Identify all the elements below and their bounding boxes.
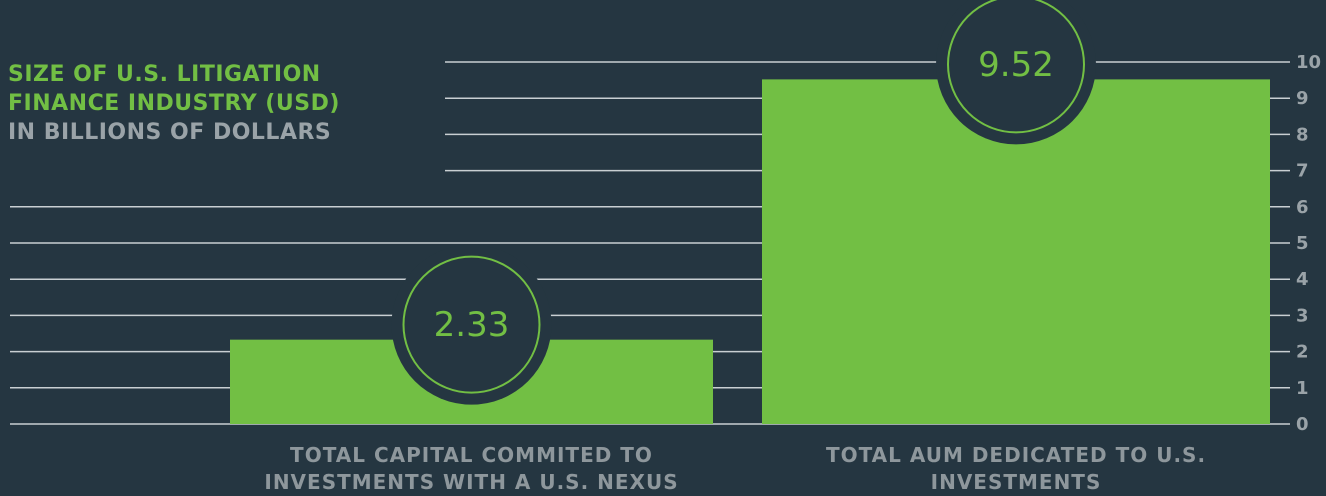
y-tick-label: 7	[1296, 161, 1309, 182]
y-tick-label: 0	[1296, 414, 1309, 435]
value-badge	[947, 0, 1085, 134]
title-block: SIZE OF U.S. LITIGATION FINANCE INDUSTRY…	[8, 60, 398, 147]
y-tick-label: 9	[1296, 88, 1309, 109]
x-tick-label: TOTAL AUM DEDICATED TO U.S. INVESTMENTS	[825, 443, 1207, 494]
chart-title: SIZE OF U.S. LITIGATION FINANCE INDUSTRY…	[8, 62, 340, 116]
value-badge-ring	[936, 0, 1096, 145]
y-tick-label: 2	[1296, 342, 1309, 363]
value-badge	[402, 255, 541, 394]
value-badge-ring	[391, 244, 552, 405]
y-tick-label: 5	[1296, 233, 1309, 254]
y-tick-label: 4	[1296, 269, 1309, 290]
y-tick-label: 1	[1296, 378, 1309, 399]
y-tick-label: 6	[1296, 197, 1309, 218]
chart-subtitle: IN BILLIONS OF DOLLARS	[8, 120, 332, 145]
x-tick-label: TOTAL CAPITAL COMMITED TO INVESTMENTS WI…	[264, 443, 679, 494]
y-tick-label: 3	[1296, 305, 1309, 326]
y-tick-label: 8	[1296, 124, 1309, 145]
value-label: 2.33	[434, 305, 510, 345]
y-tick-label: 10	[1296, 52, 1321, 73]
value-label: 9.52	[978, 45, 1054, 85]
